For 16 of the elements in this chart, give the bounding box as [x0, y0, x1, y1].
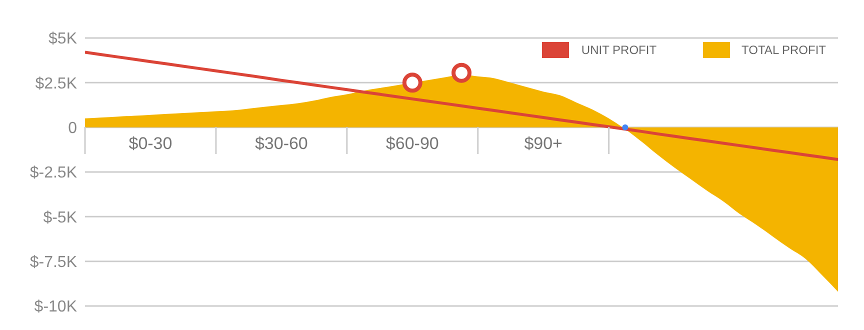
y-tick-label: 0	[68, 120, 78, 138]
x-tick-label: $0-30	[128, 134, 172, 153]
y-tick-label: $-2.5K	[30, 164, 78, 182]
y-tick-label: $-10K	[34, 298, 78, 316]
point	[622, 124, 628, 130]
y-tick-label: $5K	[48, 30, 78, 48]
y-tick-label: $-7.5K	[30, 254, 78, 272]
point	[452, 62, 472, 83]
y-tick-label: $-5K	[43, 209, 78, 226]
point	[402, 72, 422, 93]
legend-label: UNIT PROFIT	[581, 43, 657, 57]
y-tick-label: $2.5K	[35, 75, 78, 92]
x-tick-label: $60-90	[386, 134, 439, 153]
x-tick-label: $90+	[524, 134, 563, 153]
legend-label: TOTAL PROFIT	[742, 43, 826, 57]
x-tick-label: $30-60	[254, 134, 308, 153]
